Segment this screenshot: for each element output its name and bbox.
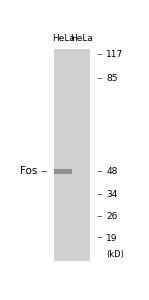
Text: 34: 34 xyxy=(106,190,118,199)
Text: 48: 48 xyxy=(106,167,118,176)
Text: --: -- xyxy=(97,190,103,199)
Text: --: -- xyxy=(97,50,103,59)
Text: --: -- xyxy=(97,234,103,243)
Text: Fos: Fos xyxy=(20,166,37,176)
Text: HeLa: HeLa xyxy=(70,34,93,43)
Text: --: -- xyxy=(97,212,103,221)
Bar xyxy=(54,169,72,174)
Text: (kD): (kD) xyxy=(106,250,124,259)
Bar xyxy=(54,49,72,261)
Text: 85: 85 xyxy=(106,74,118,83)
Bar xyxy=(72,49,90,261)
Text: --: -- xyxy=(97,167,103,176)
Text: 19: 19 xyxy=(106,234,118,243)
Text: HeLa: HeLa xyxy=(52,34,74,43)
Text: 26: 26 xyxy=(106,212,118,221)
Text: 117: 117 xyxy=(106,50,124,59)
Text: --: -- xyxy=(97,74,103,83)
Text: --: -- xyxy=(41,166,48,176)
